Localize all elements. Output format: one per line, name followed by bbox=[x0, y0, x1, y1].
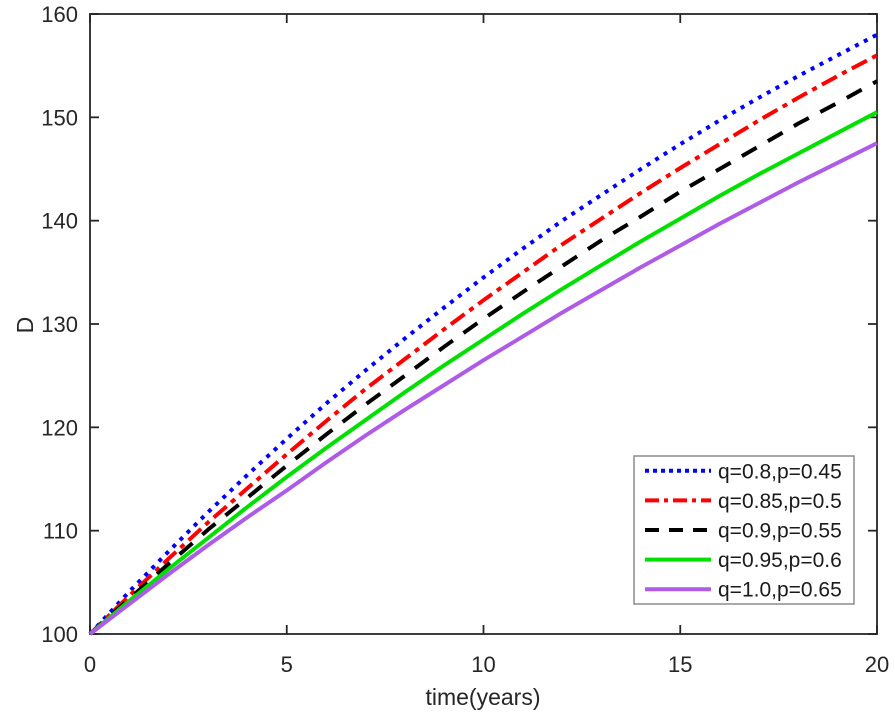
x-tick-label: 20 bbox=[865, 652, 889, 677]
series-line-2 bbox=[88, 79, 878, 636]
series-line-4 bbox=[88, 141, 878, 636]
y-axis-label: D bbox=[12, 317, 38, 334]
y-tick-label: 130 bbox=[41, 312, 78, 337]
legend-label: q=0.85,p=0.5 bbox=[718, 490, 842, 513]
y-tick-label: 160 bbox=[41, 2, 78, 27]
legend-item: q=1.0,p=0.65 bbox=[645, 579, 842, 602]
y-tick-label: 100 bbox=[41, 622, 78, 647]
legend-label: q=0.8,p=0.45 bbox=[718, 460, 842, 483]
legend-label: q=0.9,p=0.55 bbox=[718, 520, 842, 543]
y-tick-label: 140 bbox=[41, 209, 78, 234]
y-tick-label: 110 bbox=[43, 519, 78, 544]
series-line-1 bbox=[88, 53, 878, 636]
legend-label: q=1.0,p=0.65 bbox=[718, 579, 842, 602]
x-tick-label: 10 bbox=[471, 652, 495, 677]
legend-item: q=0.9,p=0.55 bbox=[645, 520, 842, 543]
x-axis-label: time(years) bbox=[425, 684, 540, 710]
legend: q=0.8,p=0.45 q=0.85,p=0.5 q=0.9,p=0.55 q=0.… bbox=[633, 455, 855, 605]
legend-item: q=0.95,p=0.6 bbox=[645, 549, 842, 572]
x-tick-label: 5 bbox=[281, 652, 293, 677]
series-line-3 bbox=[88, 110, 878, 636]
plot-area: 0 5 10 15 20 100 110 120 130 140 150 160 q=0.8,p=0.4… bbox=[41, 2, 889, 677]
x-tick-label: 15 bbox=[668, 652, 692, 677]
legend-label: q=0.95,p=0.6 bbox=[718, 549, 842, 572]
y-tick-label: 120 bbox=[41, 415, 78, 440]
x-tick-label: 0 bbox=[84, 652, 96, 677]
series-line-0 bbox=[88, 32, 878, 636]
legend-item: q=0.8,p=0.45 bbox=[645, 460, 842, 483]
legend-item: q=0.85,p=0.5 bbox=[645, 490, 842, 513]
y-tick-label: 150 bbox=[41, 105, 78, 130]
